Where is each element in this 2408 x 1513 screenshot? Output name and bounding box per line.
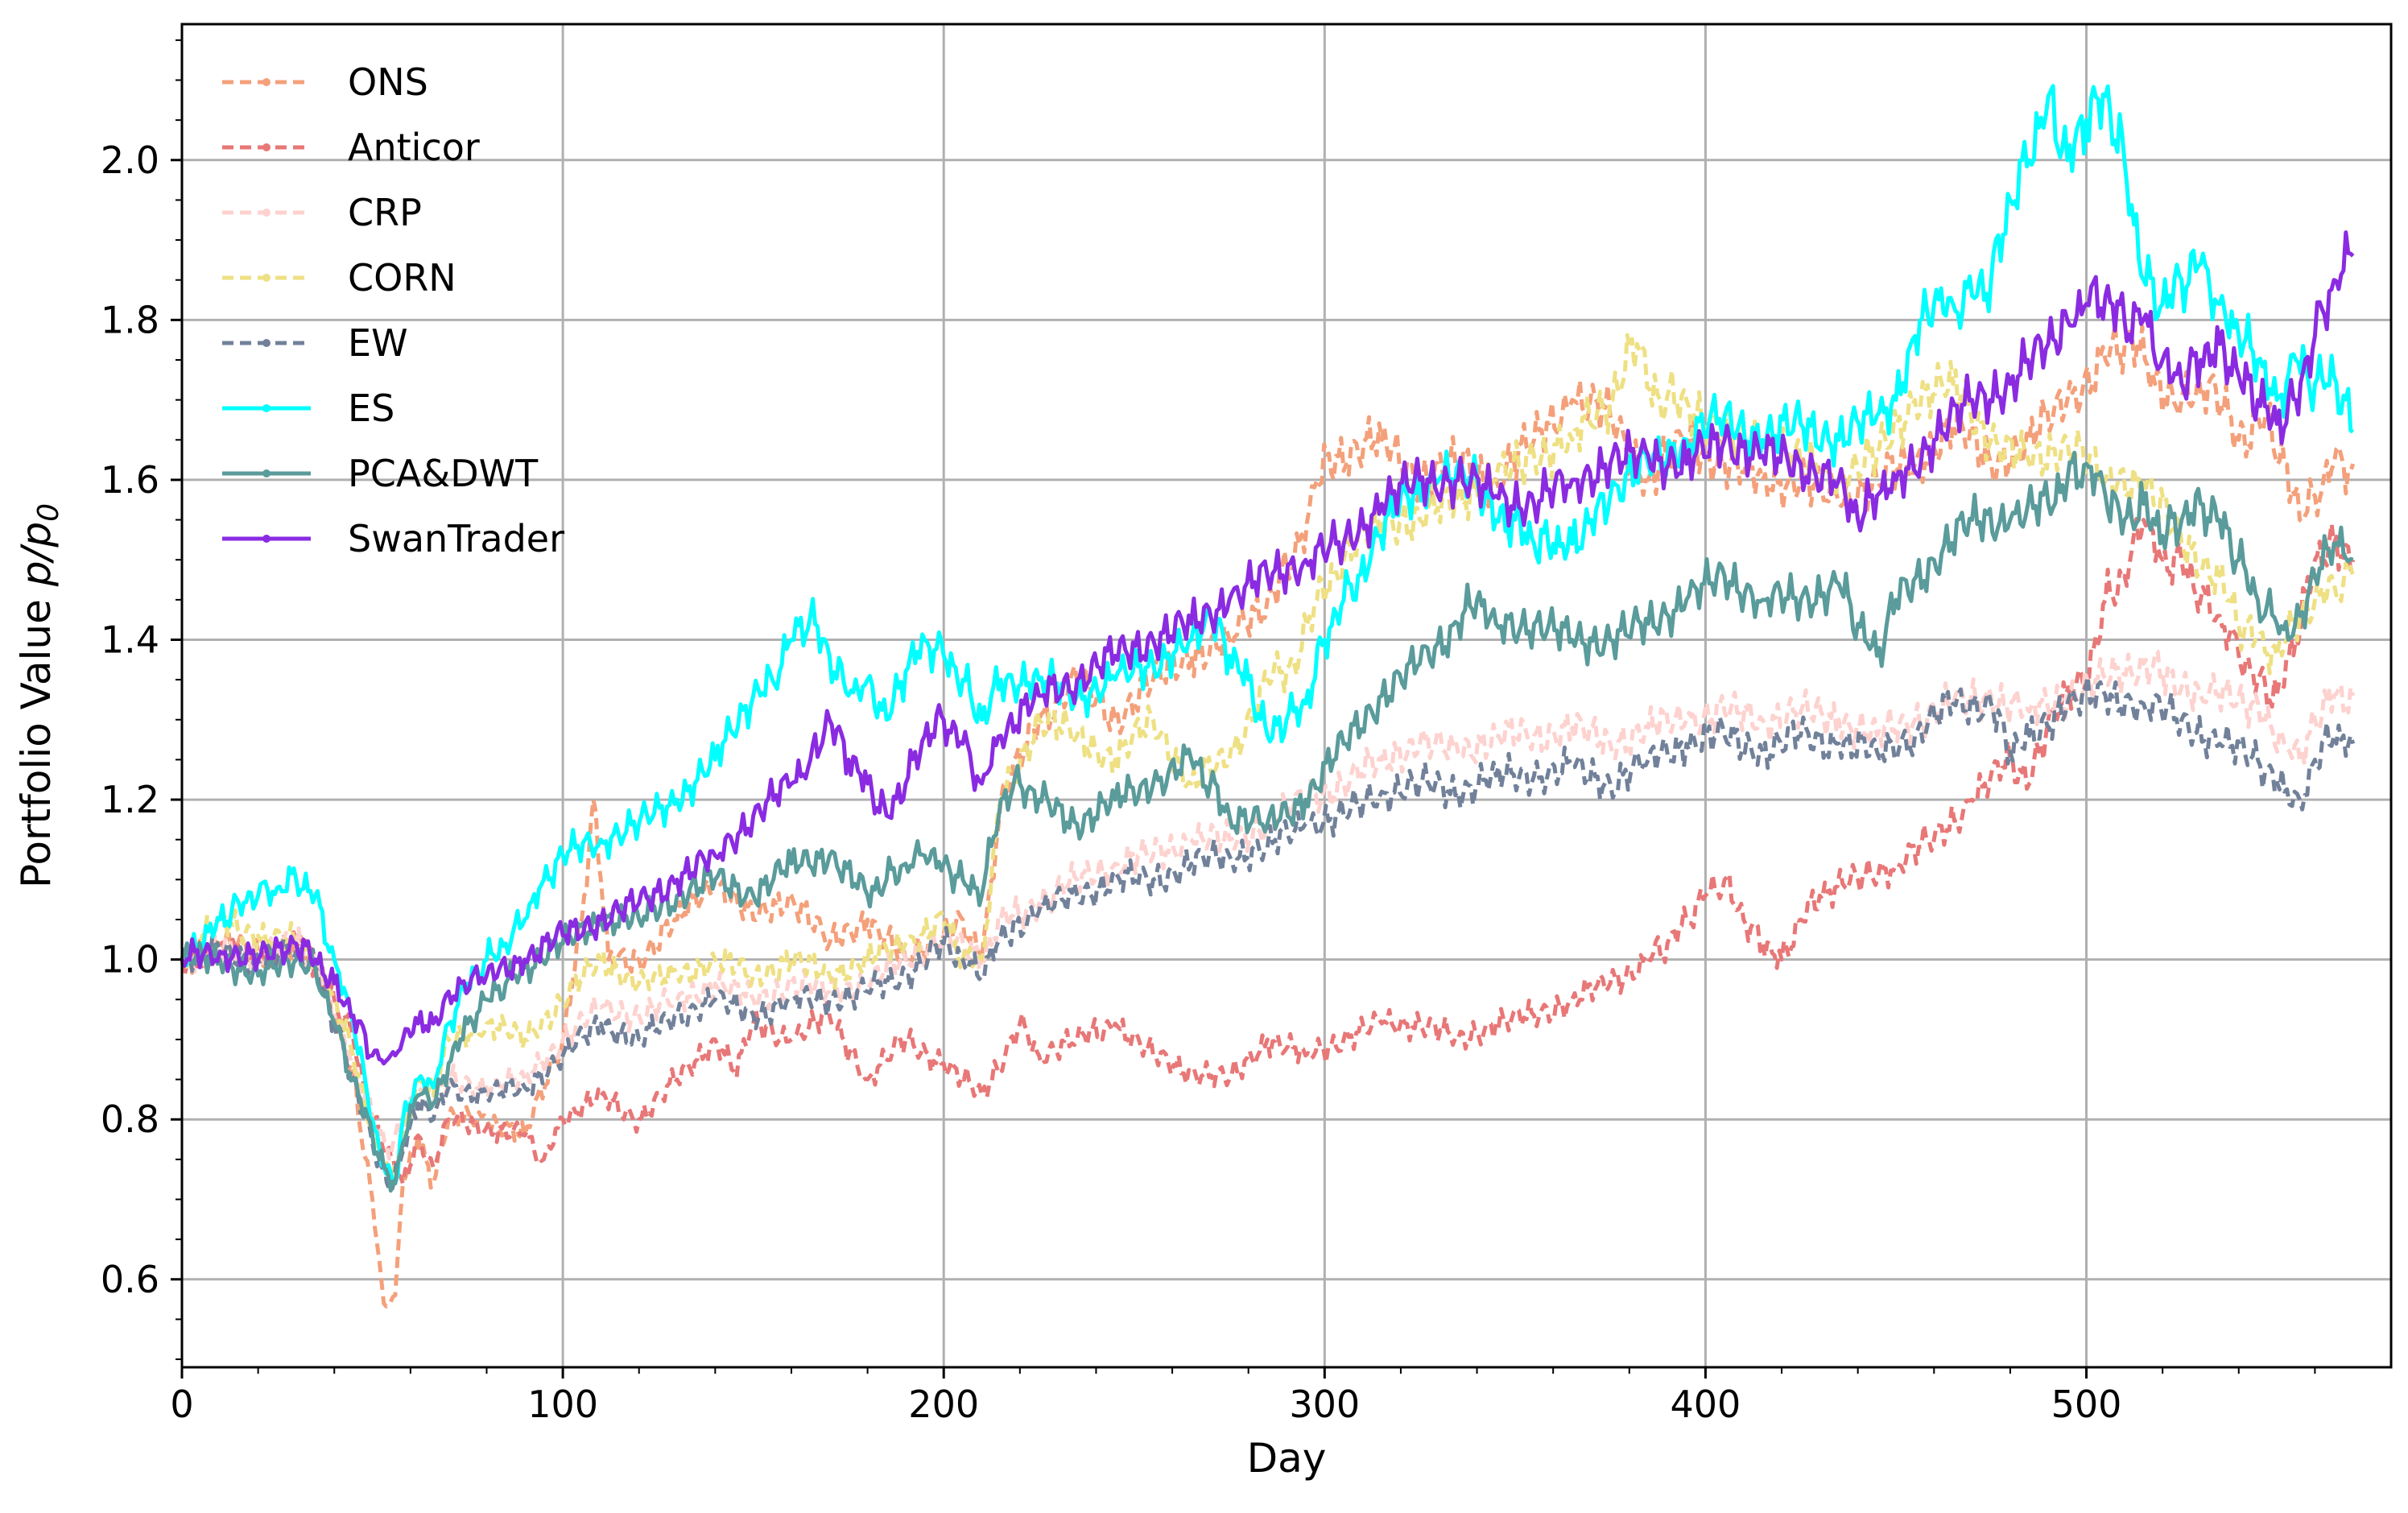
legend-label-6: PCA&DWT — [348, 452, 539, 495]
legend-label-7: SwanTrader — [348, 517, 564, 560]
x-tick-label: 400 — [1671, 1383, 1741, 1426]
series-line-1 — [180, 517, 2356, 1186]
y-tick-label: 0.8 — [101, 1098, 159, 1141]
axis-ticks: 0 100 200 300 400 500 0.6 0.8 1.0 1.2 1.4 1.6 1.8 2.0 — [101, 39, 2316, 1426]
y-axis-label: Portfolio Value p/p0 — [13, 503, 65, 888]
y-tick-label: 1.0 — [101, 938, 159, 982]
y-axis-label-math: p/p — [13, 522, 60, 587]
legend-marker-3 — [262, 274, 271, 282]
x-tick-label: 100 — [527, 1383, 598, 1426]
legend: ONS Anticor CRP CORN EW ES PCA&DWT SwanTrader — [222, 60, 564, 560]
x-axis-label: Day — [1247, 1435, 1327, 1482]
legend-label-5: ES — [348, 387, 394, 430]
series-line-0 — [180, 322, 2356, 1308]
series-line-3 — [180, 333, 2356, 1178]
legend-marker-4 — [262, 339, 271, 347]
legend-label-4: EW — [348, 321, 408, 365]
legend-label-1: Anticor — [348, 126, 480, 169]
grid — [180, 24, 2391, 1367]
y-axis-label-subscript: 0 — [32, 503, 65, 522]
y-tick-label: 1.8 — [101, 298, 159, 341]
x-tick-label: 0 — [170, 1383, 193, 1426]
legend-marker-0 — [262, 78, 271, 86]
series-line-5 — [180, 84, 2355, 1186]
legend-label-3: CORN — [348, 256, 456, 300]
x-tick-label: 200 — [908, 1383, 979, 1426]
legend-marker-1 — [262, 143, 271, 151]
series-line-4 — [180, 674, 2356, 1194]
legend-label-0: ONS — [348, 60, 428, 104]
series-line-7 — [180, 230, 2355, 1066]
y-tick-label: 1.6 — [101, 458, 159, 502]
y-tick-label: 1.2 — [101, 778, 159, 821]
plot-frame — [180, 23, 2393, 1369]
legend-marker-5 — [262, 404, 271, 412]
y-axis-label-text: Portfolio Value — [13, 586, 60, 888]
x-tick-label: 300 — [1289, 1383, 1360, 1426]
y-tick-label: 1.4 — [101, 618, 159, 662]
legend-marker-6 — [262, 469, 271, 477]
legend-marker-2 — [262, 209, 271, 217]
x-tick-label: 500 — [2051, 1383, 2122, 1426]
y-tick-label: 0.6 — [101, 1258, 159, 1301]
series-lines — [180, 84, 2356, 1308]
legend-label-2: CRP — [348, 191, 422, 234]
y-tick-label: 2.0 — [101, 138, 159, 182]
legend-marker-7 — [262, 535, 271, 543]
